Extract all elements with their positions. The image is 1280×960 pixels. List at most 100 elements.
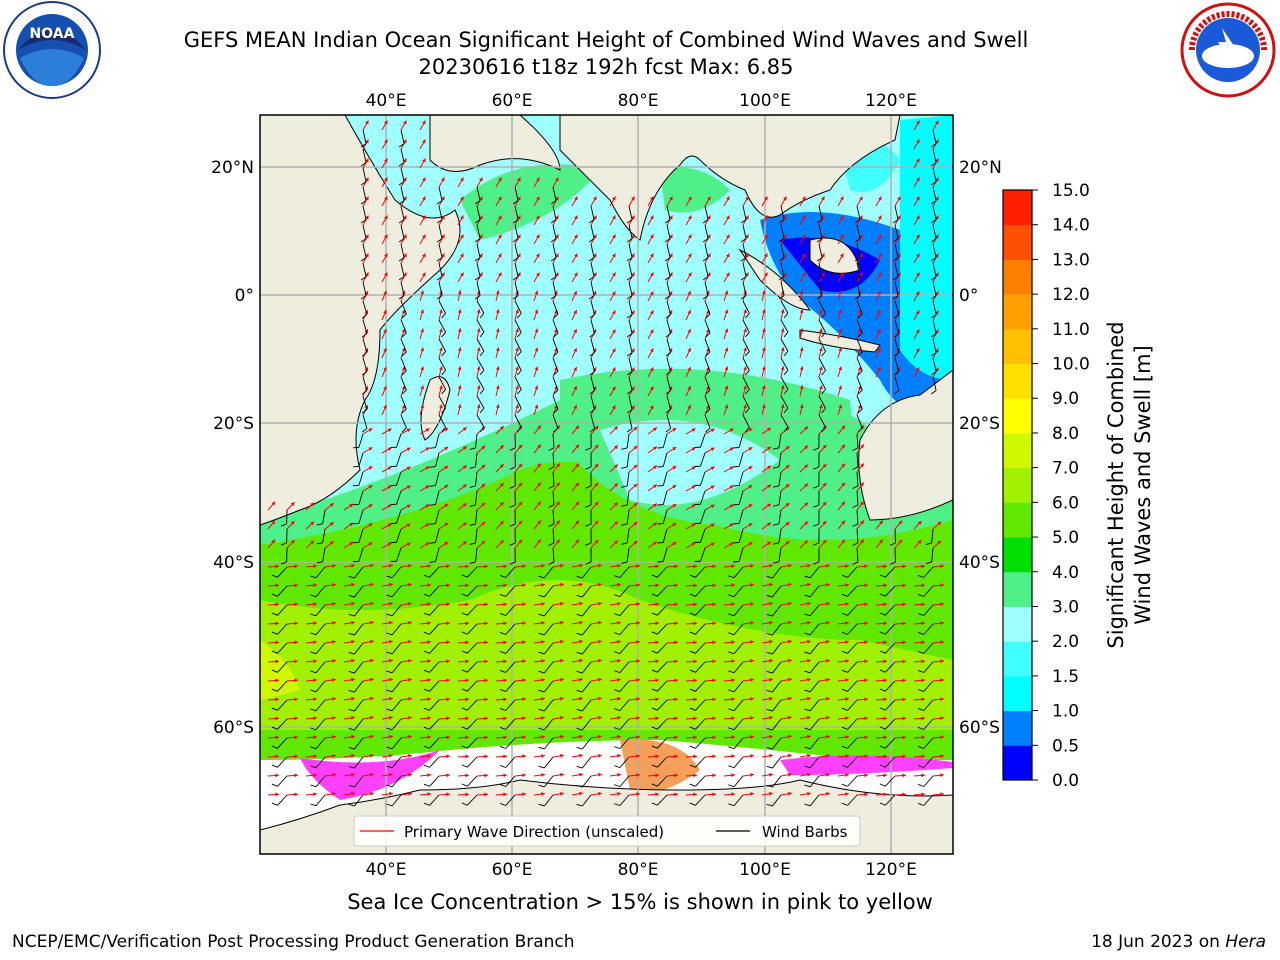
wave-arrowhead (598, 658, 602, 663)
wave-arrowhead (498, 272, 502, 277)
wind-barb (626, 433, 630, 448)
wave-arrowhead (783, 272, 787, 277)
wave-arrowhead (389, 696, 393, 701)
wind-barb (932, 205, 937, 220)
wind-barb-flag (745, 427, 750, 433)
wave-arrowhead (332, 564, 336, 568)
wind-barb-flag (879, 593, 886, 597)
wave-arrowhead (859, 272, 863, 277)
wind-barb-flag (917, 670, 924, 673)
colorbar-segment (1003, 294, 1032, 330)
wave-arrowhead (687, 329, 691, 333)
wind-barb (396, 471, 402, 486)
wind-barb (476, 395, 485, 409)
wave-arrowhead (408, 716, 412, 720)
wave-arrowhead (594, 501, 599, 506)
wind-barb (885, 566, 896, 578)
wave-arrowhead (441, 177, 445, 182)
wave-arrowhead (574, 253, 578, 258)
wind-barb-flag (930, 333, 937, 338)
wave-arrowhead (332, 602, 336, 606)
wave-arrowhead (769, 620, 773, 625)
wind-barb (438, 205, 443, 220)
wave-arrowhead (611, 405, 616, 410)
wind-barb (847, 585, 858, 597)
wave-arrowhead (767, 541, 772, 546)
wind-barb (818, 262, 823, 277)
wave-arrowhead (864, 621, 868, 626)
wave-arrowhead (691, 485, 696, 489)
wave-arrowhead (915, 329, 920, 334)
wind-barb (582, 604, 592, 617)
wind-barb-flag (665, 428, 671, 433)
wind-barb (362, 186, 367, 201)
wave-arrowhead (420, 290, 424, 295)
wave-arrowhead (446, 640, 450, 645)
wind-barb-flag (401, 351, 407, 357)
wind-barb (742, 300, 750, 314)
lat-label-left: 0° (235, 286, 254, 306)
wind-barb (662, 528, 668, 543)
wind-barb (809, 623, 820, 636)
wind-barb-flag (621, 447, 628, 450)
wave-arrowhead (761, 328, 766, 333)
wave-arrowhead (788, 734, 792, 739)
wind-barb-flag (854, 219, 861, 224)
wave-arrowhead (534, 404, 539, 409)
wave-arrowhead (368, 428, 373, 432)
wave-arrowhead (655, 602, 659, 607)
wind-barb (695, 604, 706, 616)
wind-barb (315, 642, 326, 655)
wind-barb-flag (361, 352, 368, 357)
wind-barb-flag (766, 765, 773, 769)
wind-barb-flag (576, 651, 583, 655)
wave-arrowhead (329, 522, 334, 526)
wind-barb (772, 737, 782, 750)
wave-arrowhead (556, 444, 560, 449)
land-arabia (429, 115, 561, 172)
wind-barb-flag (474, 238, 481, 243)
wind-barb (666, 376, 672, 391)
wave-arrowhead (921, 678, 925, 683)
wind-barb (847, 680, 858, 692)
wind-barb (543, 737, 554, 750)
wave-arrowhead (674, 583, 678, 588)
wind-barb (400, 129, 405, 144)
wind-barb (429, 661, 440, 673)
wave-arrowhead (384, 196, 388, 201)
wave-arrowhead (841, 425, 846, 430)
wave-arrowhead (935, 348, 939, 353)
wind-barb-flag (271, 593, 278, 597)
wind-barb-flag (538, 594, 545, 598)
wave-arrowhead (748, 485, 753, 489)
wind-barb (931, 528, 934, 543)
wind-barb (818, 205, 823, 220)
wave-arrowhead (271, 501, 276, 506)
colorbar-segment (1003, 710, 1032, 746)
wind-barb (391, 699, 402, 712)
wind-barb-flag (854, 257, 861, 262)
wave-arrowhead (726, 253, 730, 258)
wave-arrowhead (883, 754, 887, 759)
wind-barb (358, 452, 364, 467)
wave-arrowhead (294, 716, 298, 721)
wind-barb (315, 737, 326, 750)
wind-barb-flag (585, 542, 592, 546)
wave-arrowhead (750, 678, 754, 682)
wave-arrowhead (769, 658, 773, 663)
wind-barb-flag (813, 561, 820, 565)
wave-arrowhead (275, 659, 279, 664)
wave-arrowhead (883, 678, 887, 683)
wave-arrowhead (617, 602, 621, 606)
wind-barb (742, 338, 750, 352)
wave-arrowhead (804, 521, 808, 526)
wind-barb-flag (651, 650, 658, 654)
wave-arrowhead (857, 404, 862, 409)
wave-arrowhead (387, 447, 392, 452)
wind-barb (894, 281, 899, 296)
wind-barb-flag (550, 276, 557, 281)
wind-barb-flag (773, 504, 780, 507)
wind-barb (932, 186, 937, 201)
wind-barb-flag (401, 370, 407, 376)
wind-barb-flag (930, 352, 937, 357)
